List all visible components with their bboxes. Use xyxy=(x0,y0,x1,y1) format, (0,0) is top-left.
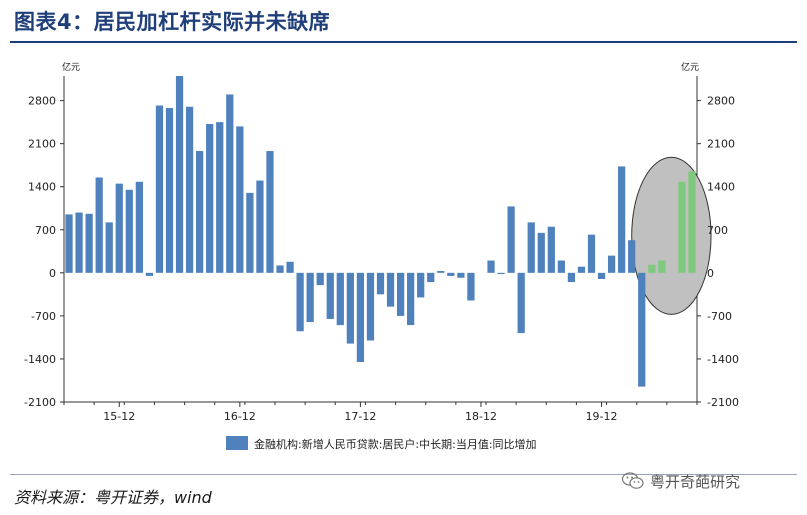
bar xyxy=(457,272,465,278)
footer-divider xyxy=(10,474,797,475)
x-tick-label: 19-12 xyxy=(586,410,618,423)
bar xyxy=(206,123,214,273)
bar xyxy=(618,166,626,273)
bar xyxy=(597,272,606,279)
x-tick-label: 16-12 xyxy=(224,410,256,423)
bar xyxy=(65,214,73,273)
x-tick-label: 15-12 xyxy=(103,410,135,423)
tick-labels: -2100 -2100 -1400 -1400 -700 -700 0 0 700 700 1400… xyxy=(24,61,739,423)
bar xyxy=(417,272,425,298)
y-tick-label-right: -1400 xyxy=(707,353,739,366)
bar xyxy=(256,180,264,273)
bar xyxy=(316,272,324,286)
bar xyxy=(648,264,656,273)
bar xyxy=(105,222,113,273)
bar xyxy=(517,272,525,334)
legend-swatch xyxy=(226,436,248,450)
bar xyxy=(437,270,445,273)
bar xyxy=(336,272,344,326)
chart-area: -2100 -2100 -1400 -1400 -700 -700 0 0 700 700 1400… xyxy=(0,44,807,464)
chart-legend: 金融机构:新增人民币贷款:居民户:中长期:当月值:同比增加 xyxy=(226,436,537,451)
bar xyxy=(226,94,234,273)
y-tick-label-right: 0 xyxy=(707,267,714,280)
bar xyxy=(175,76,184,273)
bar xyxy=(547,226,555,273)
bar xyxy=(688,171,696,273)
bar xyxy=(607,255,616,273)
bar xyxy=(296,272,304,332)
y-tick-label-right: 1400 xyxy=(707,181,735,194)
y-tick-label-right: -700 xyxy=(707,310,732,323)
y-tick-label-right: 2100 xyxy=(707,138,735,151)
bar xyxy=(658,260,666,273)
bar xyxy=(346,272,354,344)
bar xyxy=(145,272,154,276)
bar xyxy=(567,272,576,283)
bar xyxy=(85,213,93,273)
figure-title: 图表4：居民加杠杆实际并未缺席 xyxy=(14,10,331,34)
source-note: 资料来源：粤开证券，wind xyxy=(14,488,212,507)
bar xyxy=(638,272,646,387)
bar xyxy=(447,272,455,276)
bar xyxy=(135,181,143,273)
y-tick-label-right: 2800 xyxy=(707,95,735,108)
y-unit-right: 亿元 xyxy=(681,61,699,73)
bar xyxy=(125,189,133,273)
bar xyxy=(467,272,475,301)
bar xyxy=(376,272,385,295)
bar xyxy=(628,240,636,273)
bar-series xyxy=(65,76,696,387)
wechat-watermark: 粤开奇葩研究 xyxy=(621,468,741,494)
bar xyxy=(95,177,103,273)
bar xyxy=(286,261,294,273)
bar xyxy=(577,266,586,273)
bar xyxy=(497,272,505,275)
y-tick-label-left: 700 xyxy=(35,224,56,237)
bar xyxy=(678,181,686,273)
bar xyxy=(196,151,204,273)
bar xyxy=(115,183,123,273)
bar xyxy=(366,272,375,341)
bar-chart: -2100 -2100 -1400 -1400 -700 -700 0 0 700 700 1400… xyxy=(24,61,739,451)
watermark-text: 粤开奇葩研究 xyxy=(650,472,741,491)
bar xyxy=(487,260,495,273)
y-tick-label-left: -700 xyxy=(31,310,56,323)
bar xyxy=(326,272,334,319)
y-unit-left: 亿元 xyxy=(62,61,80,73)
bar xyxy=(527,222,535,273)
bar xyxy=(557,260,565,273)
y-tick-label-left: -2100 xyxy=(24,396,56,409)
x-tick-label: 17-12 xyxy=(344,410,376,423)
bar xyxy=(216,122,224,273)
bar xyxy=(587,234,596,273)
legend-label: 金融机构:新增人民币贷款:居民户:中长期:当月值:同比增加 xyxy=(254,437,537,451)
bar xyxy=(236,126,244,273)
bar xyxy=(407,272,415,326)
bar xyxy=(306,272,314,323)
title-divider xyxy=(10,41,797,43)
bar xyxy=(155,105,164,273)
wechat-icon xyxy=(621,472,644,490)
y-tick-label-left: 1400 xyxy=(28,181,56,194)
bar xyxy=(75,212,83,273)
bar xyxy=(427,272,435,283)
bar xyxy=(266,151,274,273)
x-tick-label: 18-12 xyxy=(465,410,497,423)
bar xyxy=(276,265,284,273)
bar xyxy=(507,206,515,273)
y-tick-label-right: -2100 xyxy=(707,396,739,409)
bar xyxy=(537,232,545,273)
bar xyxy=(356,272,365,363)
bar xyxy=(185,106,194,273)
y-tick-label-left: 2800 xyxy=(28,95,56,108)
y-tick-label-left: 2100 xyxy=(28,138,56,151)
bar xyxy=(396,272,405,316)
y-tick-label-right: 700 xyxy=(707,224,728,237)
y-tick-label-left: -1400 xyxy=(24,353,56,366)
bar xyxy=(386,272,395,307)
bar xyxy=(246,192,254,273)
y-tick-label-left: 0 xyxy=(49,267,56,280)
bar xyxy=(165,107,174,273)
